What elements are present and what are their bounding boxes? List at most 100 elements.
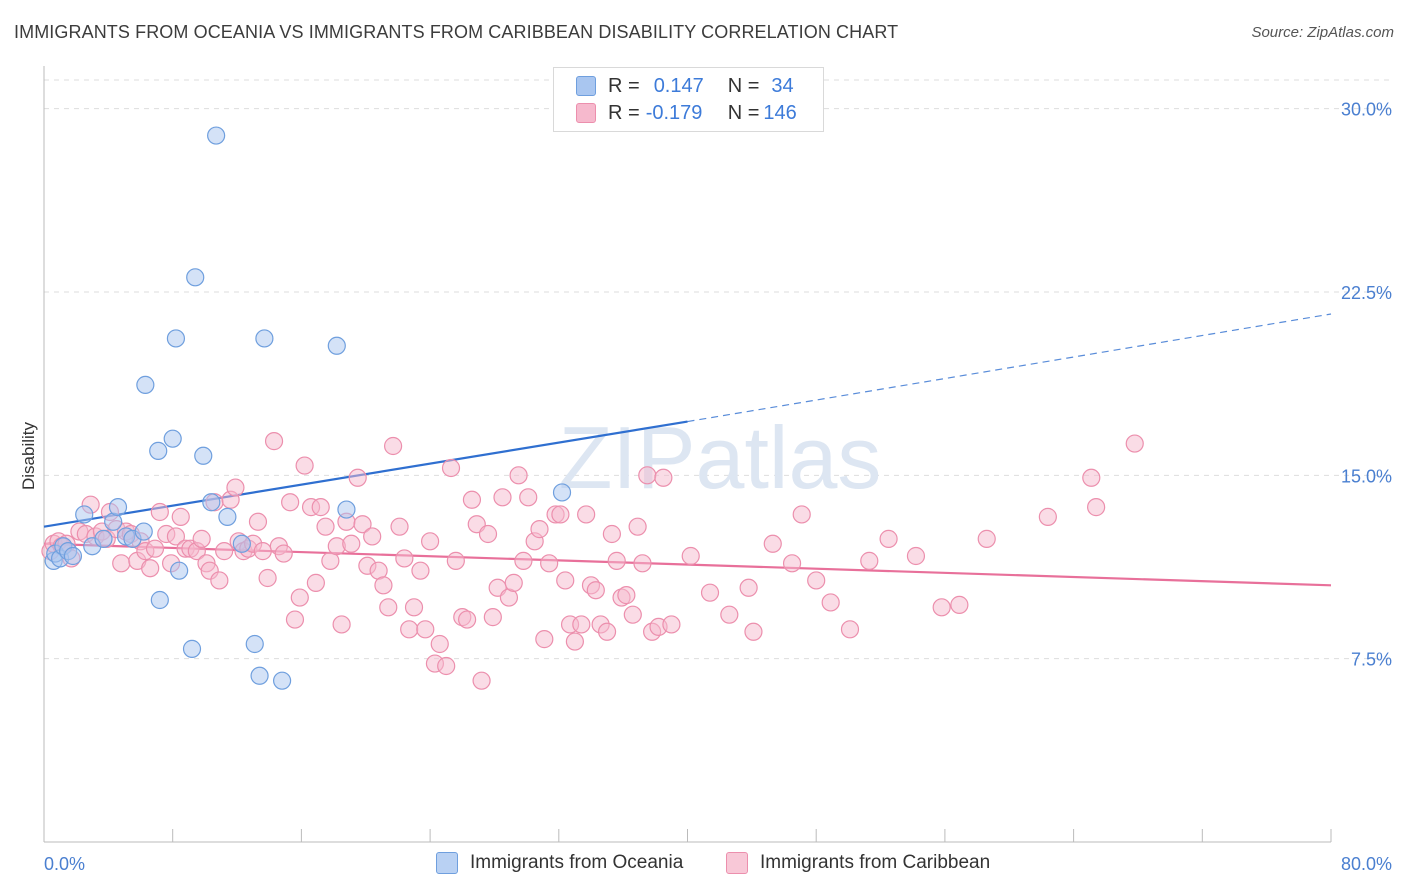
- caribbean-point[interactable]: [374, 576, 393, 595]
- caribbean-point[interactable]: [281, 493, 300, 512]
- caribbean-point[interactable]: [792, 505, 811, 524]
- caribbean-point[interactable]: [210, 571, 229, 590]
- caribbean-point[interactable]: [617, 586, 636, 605]
- caribbean-point[interactable]: [493, 488, 512, 507]
- caribbean-point[interactable]: [556, 571, 575, 590]
- caribbean-point[interactable]: [551, 505, 570, 524]
- oceania-point[interactable]: [337, 500, 356, 519]
- caribbean-point[interactable]: [226, 478, 245, 497]
- caribbean-point[interactable]: [514, 551, 533, 570]
- caribbean-point[interactable]: [462, 490, 482, 509]
- caribbean-point[interactable]: [744, 622, 763, 641]
- oceania-point[interactable]: [149, 441, 168, 460]
- caribbean-point[interactable]: [932, 598, 951, 617]
- caribbean-point[interactable]: [879, 529, 898, 548]
- caribbean-point[interactable]: [274, 544, 293, 563]
- caribbean-point[interactable]: [906, 546, 926, 566]
- caribbean-point[interactable]: [363, 527, 382, 546]
- caribbean-point[interactable]: [416, 620, 435, 639]
- caribbean-point[interactable]: [383, 436, 403, 456]
- oceania-point[interactable]: [552, 483, 572, 502]
- caribbean-point[interactable]: [821, 593, 840, 612]
- caribbean-point[interactable]: [565, 632, 584, 651]
- caribbean-point[interactable]: [441, 458, 461, 478]
- caribbean-point[interactable]: [171, 507, 190, 526]
- caribbean-point[interactable]: [519, 488, 538, 507]
- caribbean-point[interactable]: [390, 517, 409, 536]
- oceania-point[interactable]: [134, 522, 153, 541]
- caribbean-point[interactable]: [112, 554, 131, 573]
- caribbean-point[interactable]: [472, 671, 491, 690]
- caribbean-point[interactable]: [860, 551, 879, 570]
- oceania-point[interactable]: [255, 329, 274, 348]
- caribbean-point[interactable]: [295, 456, 314, 475]
- oceania-point[interactable]: [94, 529, 113, 548]
- caribbean-point[interactable]: [602, 524, 621, 544]
- caribbean-point[interactable]: [1125, 434, 1144, 453]
- caribbean-point[interactable]: [950, 595, 969, 614]
- caribbean-point[interactable]: [395, 549, 414, 568]
- caribbean-point[interactable]: [540, 554, 559, 573]
- caribbean-point[interactable]: [458, 610, 477, 629]
- oceania-point[interactable]: [63, 546, 83, 566]
- caribbean-point[interactable]: [504, 573, 523, 592]
- caribbean-point[interactable]: [446, 551, 465, 570]
- caribbean-point[interactable]: [782, 554, 802, 573]
- oceania-point[interactable]: [207, 126, 226, 145]
- oceania-point[interactable]: [150, 590, 169, 610]
- caribbean-point[interactable]: [1087, 498, 1106, 517]
- oceania-point[interactable]: [202, 493, 221, 512]
- oceania-point[interactable]: [182, 639, 202, 658]
- oceania-point[interactable]: [75, 505, 94, 524]
- caribbean-point[interactable]: [739, 578, 758, 597]
- oceania-point[interactable]: [327, 336, 346, 355]
- caribbean-point[interactable]: [166, 527, 186, 546]
- caribbean-point[interactable]: [977, 529, 996, 548]
- caribbean-point[interactable]: [421, 532, 440, 551]
- caribbean-point[interactable]: [141, 559, 160, 578]
- oceania-point[interactable]: [186, 268, 205, 287]
- caribbean-point[interactable]: [807, 571, 826, 590]
- caribbean-point[interactable]: [840, 620, 860, 639]
- caribbean-point[interactable]: [1082, 468, 1101, 487]
- caribbean-point[interactable]: [430, 634, 449, 654]
- caribbean-point[interactable]: [623, 605, 642, 624]
- caribbean-point[interactable]: [530, 520, 549, 539]
- caribbean-point[interactable]: [628, 517, 647, 536]
- oceania-point[interactable]: [194, 446, 213, 465]
- caribbean-point[interactable]: [400, 620, 419, 639]
- caribbean-point[interactable]: [353, 515, 372, 534]
- caribbean-point[interactable]: [316, 517, 335, 536]
- caribbean-point[interactable]: [215, 542, 234, 561]
- caribbean-point[interactable]: [342, 534, 361, 553]
- caribbean-point[interactable]: [192, 529, 211, 548]
- caribbean-point[interactable]: [763, 534, 782, 553]
- oceania-point[interactable]: [166, 329, 186, 348]
- caribbean-point[interactable]: [290, 588, 309, 607]
- caribbean-point[interactable]: [577, 505, 596, 524]
- caribbean-point[interactable]: [248, 512, 268, 531]
- caribbean-point[interactable]: [264, 432, 284, 451]
- caribbean-point[interactable]: [607, 551, 626, 570]
- caribbean-point[interactable]: [258, 568, 277, 588]
- caribbean-point[interactable]: [681, 546, 700, 566]
- oceania-point[interactable]: [250, 666, 269, 685]
- caribbean-point[interactable]: [572, 615, 591, 634]
- caribbean-point[interactable]: [638, 466, 657, 485]
- oceania-point[interactable]: [163, 429, 182, 448]
- oceania-point[interactable]: [218, 507, 237, 526]
- legend-item-oceania[interactable]: Immigrants from Oceania: [436, 852, 683, 874]
- oceania-point[interactable]: [136, 375, 155, 394]
- caribbean-point[interactable]: [700, 583, 720, 602]
- caribbean-point[interactable]: [311, 498, 330, 517]
- caribbean-point[interactable]: [145, 539, 165, 558]
- caribbean-point[interactable]: [478, 524, 498, 544]
- oceania-point[interactable]: [170, 561, 189, 580]
- caribbean-point[interactable]: [662, 615, 681, 634]
- caribbean-point[interactable]: [720, 605, 739, 624]
- caribbean-point[interactable]: [483, 608, 502, 627]
- caribbean-point[interactable]: [332, 615, 351, 634]
- caribbean-point[interactable]: [509, 466, 528, 485]
- caribbean-point[interactable]: [1038, 507, 1057, 526]
- oceania-point[interactable]: [245, 634, 264, 654]
